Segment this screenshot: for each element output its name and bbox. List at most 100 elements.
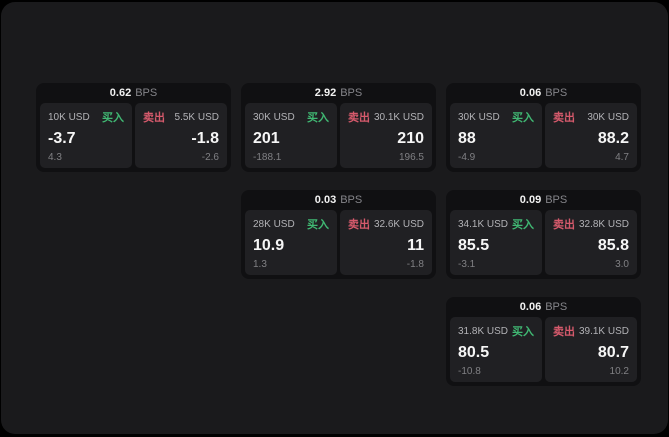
- buy-amount: 31.8K USD: [458, 325, 509, 337]
- quote-card: 0.06 BPS 31.8K USD 买入 80.5 -10.8 卖出 39.1…: [446, 297, 641, 386]
- sell-panel[interactable]: 卖出 30K USD 88.2 4.7: [545, 103, 637, 168]
- sell-price: 210: [397, 130, 424, 147]
- buy-price: 201: [253, 130, 280, 147]
- bps-value: 2.92: [314, 87, 337, 99]
- buy-panel[interactable]: 31.8K USD 买入 80.5 -10.8: [450, 317, 542, 382]
- quote-panels: 10K USD 买入 -3.7 4.3 卖出 5.5K USD -1.8 -2.…: [40, 103, 227, 168]
- buy-sub-value: -4.9: [458, 152, 476, 163]
- buy-sub-value: -188.1: [253, 152, 282, 163]
- bps-unit-label: BPS: [545, 301, 568, 313]
- sell-header-line: 卖出 30.1K USD: [348, 109, 424, 125]
- sell-price: 88.2: [597, 130, 629, 147]
- sell-sub-value: 196.5: [398, 152, 424, 163]
- quote-panels: 30K USD 买入 201 -188.1 卖出 30.1K USD 210 1…: [245, 103, 432, 168]
- buy-badge: 买入: [102, 112, 124, 124]
- sell-panel[interactable]: 卖出 32.8K USD 85.8 3.0: [545, 210, 637, 275]
- sell-badge: 卖出: [143, 112, 165, 124]
- sell-price: 80.7: [597, 344, 629, 361]
- sell-panel[interactable]: 卖出 30.1K USD 210 196.5: [340, 103, 432, 168]
- buy-price: 88: [458, 130, 476, 147]
- sell-price: 85.8: [597, 237, 629, 254]
- buy-header-line: 30K USD 买入: [253, 109, 329, 125]
- buy-sub-value: 4.3: [48, 152, 62, 163]
- buy-price: 85.5: [458, 237, 490, 254]
- buy-badge: 买入: [512, 326, 534, 338]
- buy-header-line: 10K USD 买入: [48, 109, 124, 125]
- quote-card: 0.06 BPS 30K USD 买入 88 -4.9 卖出 30K USD 8…: [446, 83, 641, 172]
- card-header: 0.03 BPS: [241, 190, 436, 210]
- buy-price: 10.9: [253, 237, 285, 254]
- sell-header-line: 卖出 30K USD: [553, 109, 629, 125]
- card-header: 0.62 BPS: [36, 83, 231, 103]
- sell-amount: 30K USD: [587, 111, 629, 123]
- quote-card: 0.03 BPS 28K USD 买入 10.9 1.3 卖出 32.6K US…: [241, 190, 436, 279]
- sell-sub-value: 3.0: [615, 259, 629, 270]
- sell-sub-value: -2.6: [201, 152, 219, 163]
- bps-value: 0.62: [109, 87, 132, 99]
- sell-price: -1.8: [191, 130, 219, 147]
- buy-panel[interactable]: 30K USD 买入 201 -188.1: [245, 103, 337, 168]
- sell-amount: 32.8K USD: [578, 218, 629, 230]
- buy-amount: 30K USD: [253, 111, 295, 123]
- sell-amount: 32.6K USD: [373, 218, 424, 230]
- sell-price: 11: [407, 237, 424, 254]
- sell-badge: 卖出: [553, 219, 575, 231]
- buy-amount: 28K USD: [253, 218, 295, 230]
- buy-badge: 买入: [512, 112, 534, 124]
- bps-value: 0.06: [519, 301, 542, 313]
- card-header: 0.09 BPS: [446, 190, 641, 210]
- buy-header-line: 28K USD 买入: [253, 216, 329, 232]
- buy-badge: 买入: [307, 112, 329, 124]
- buy-header-line: 31.8K USD 买入: [458, 323, 534, 339]
- sell-header-line: 卖出 32.6K USD: [348, 216, 424, 232]
- buy-panel[interactable]: 28K USD 买入 10.9 1.3: [245, 210, 337, 275]
- buy-panel[interactable]: 30K USD 买入 88 -4.9: [450, 103, 542, 168]
- bps-value: 0.03: [314, 194, 337, 206]
- quote-panels: 30K USD 买入 88 -4.9 卖出 30K USD 88.2 4.7: [450, 103, 637, 168]
- card-header: 2.92 BPS: [241, 83, 436, 103]
- quote-panels: 31.8K USD 买入 80.5 -10.8 卖出 39.1K USD 80.…: [450, 317, 637, 382]
- quote-card: 0.09 BPS 34.1K USD 买入 85.5 -3.1 卖出 32.8K…: [446, 190, 641, 279]
- buy-badge: 买入: [512, 219, 534, 231]
- buy-amount: 30K USD: [458, 111, 500, 123]
- buy-panel[interactable]: 34.1K USD 买入 85.5 -3.1: [450, 210, 542, 275]
- buy-price: -3.7: [48, 130, 76, 147]
- buy-amount: 34.1K USD: [458, 218, 509, 230]
- buy-header-line: 34.1K USD 买入: [458, 216, 534, 232]
- sell-badge: 卖出: [348, 112, 370, 124]
- buy-price: 80.5: [458, 344, 490, 361]
- sell-header-line: 卖出 39.1K USD: [553, 323, 629, 339]
- sell-header-line: 卖出 32.8K USD: [553, 216, 629, 232]
- buy-panel[interactable]: 10K USD 买入 -3.7 4.3: [40, 103, 132, 168]
- sell-panel[interactable]: 卖出 32.6K USD 11 -1.8: [340, 210, 432, 275]
- bps-unit-label: BPS: [340, 194, 363, 206]
- buy-badge: 买入: [307, 219, 329, 231]
- buy-sub-value: -10.8: [458, 366, 481, 377]
- buy-sub-value: -3.1: [458, 259, 476, 270]
- sell-header-line: 卖出 5.5K USD: [143, 109, 219, 125]
- bps-unit-label: BPS: [340, 87, 363, 99]
- sell-sub-value: 10.2: [609, 366, 629, 377]
- sell-badge: 卖出: [553, 326, 575, 338]
- bps-value: 0.06: [519, 87, 542, 99]
- bps-value: 0.09: [519, 194, 542, 206]
- sell-sub-value: 4.7: [615, 152, 629, 163]
- sell-badge: 卖出: [553, 112, 575, 124]
- buy-sub-value: 1.3: [253, 259, 267, 270]
- card-header: 0.06 BPS: [446, 297, 641, 317]
- bps-unit-label: BPS: [135, 87, 158, 99]
- sell-panel[interactable]: 卖出 39.1K USD 80.7 10.2: [545, 317, 637, 382]
- bps-unit-label: BPS: [545, 87, 568, 99]
- sell-amount: 5.5K USD: [174, 111, 219, 123]
- buy-amount: 10K USD: [48, 111, 90, 123]
- sell-badge: 卖出: [348, 219, 370, 231]
- bps-unit-label: BPS: [545, 194, 568, 206]
- sell-amount: 39.1K USD: [578, 325, 629, 337]
- sell-panel[interactable]: 卖出 5.5K USD -1.8 -2.6: [135, 103, 227, 168]
- sell-sub-value: -1.8: [406, 259, 424, 270]
- card-header: 0.06 BPS: [446, 83, 641, 103]
- quote-panels: 34.1K USD 买入 85.5 -3.1 卖出 32.8K USD 85.8…: [450, 210, 637, 275]
- quote-card: 0.62 BPS 10K USD 买入 -3.7 4.3 卖出 5.5K USD…: [36, 83, 231, 172]
